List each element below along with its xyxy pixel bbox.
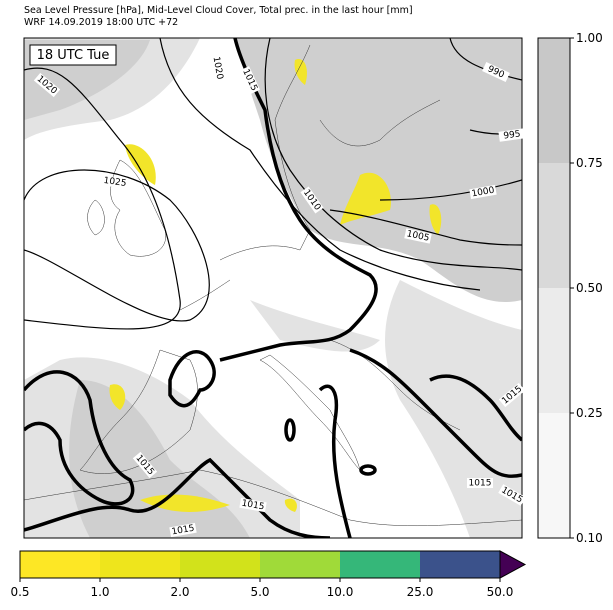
contour-label-bg (498, 128, 526, 142)
precip-area (340, 172, 391, 225)
time-label: 18 UTC Tue (37, 48, 110, 63)
colorbar-segment (100, 551, 180, 578)
colorbar-segment (20, 551, 100, 578)
isobar-1015 (168, 350, 216, 408)
colorbar-extend (499, 550, 527, 579)
title-line: Sea Level Pressure [hPa], Mid-Level Clou… (24, 5, 413, 16)
contour-label: 1015 (469, 479, 492, 489)
contour-label-bg (404, 228, 432, 244)
colorbar-tick-label: 2.0 (170, 585, 189, 599)
colorbar-segment (260, 551, 340, 578)
map-frame (23, 37, 523, 539)
precip-area (140, 494, 230, 512)
precip-area (109, 384, 126, 410)
contour-label-bg (300, 186, 324, 214)
colorbar-tick-label: 10.0 (327, 585, 354, 599)
colorbar-segment (180, 551, 260, 578)
precip-area (429, 204, 442, 235)
contour-label-bg (33, 72, 61, 98)
isobar-1015 (359, 464, 377, 476)
contour-label-bg (169, 522, 197, 538)
cloud-area (250, 300, 380, 352)
colorbar-segment (538, 413, 570, 538)
isobar (329, 209, 522, 246)
contour-label-bg (101, 175, 129, 189)
colorbar-tick-label: 0.50 (576, 281, 603, 295)
isobar-1015 (284, 418, 296, 442)
time-label-box (29, 44, 117, 66)
map: 18 UTC Tue (23, 37, 523, 539)
colorbar-segment (538, 38, 570, 163)
isobar-1015 (429, 374, 522, 442)
contour-label-bg (498, 382, 526, 408)
colorbar-tick-label: 0.5 (10, 585, 29, 599)
colorbar-tick-label: 0.10 (576, 531, 603, 545)
colorbar-tick-label: 50.0 (487, 585, 514, 599)
isobar (24, 67, 181, 330)
contour-label-bg (482, 61, 510, 83)
precip-area (125, 144, 156, 185)
cloud-area (235, 38, 522, 302)
isobar (379, 179, 522, 201)
isobar (449, 38, 522, 81)
colorbar-tick-label: 0.25 (576, 406, 603, 420)
isobar-1015 (24, 457, 331, 538)
colorbar-segment (340, 551, 420, 578)
isobar-1015 (219, 38, 378, 362)
colorbar-tick-label: 5.0 (250, 585, 269, 599)
colorbar-tick-label: 1.0 (90, 585, 109, 599)
contour-label-bg (132, 451, 158, 479)
map-layers (24, 38, 522, 538)
colorbar-segment (538, 163, 570, 288)
contour-label: 1025 (103, 176, 127, 189)
isobar (24, 169, 210, 322)
contour-label-bg (498, 484, 526, 506)
contour-label-bg (467, 478, 493, 488)
isobar (264, 38, 522, 271)
colorbar-tick-label: 25.0 (407, 585, 434, 599)
contour-label: 1020 (211, 56, 225, 81)
coastline (24, 469, 522, 527)
precip-area (294, 59, 307, 85)
precip-area (284, 498, 297, 512)
contour-label-bg (469, 184, 497, 200)
cloud-area (385, 280, 522, 538)
contour-label: 995 (503, 129, 521, 141)
isobar-1015 (318, 384, 352, 538)
contour-label: 1015 (241, 499, 265, 513)
isobar-1015 (349, 348, 522, 478)
contour-label: 1000 (471, 186, 496, 200)
colorbar-tick-label: 0.75 (576, 156, 603, 170)
colorbar-segment (538, 288, 570, 413)
isobar-1015 (24, 370, 135, 506)
colorbar-segment (420, 551, 500, 578)
contour-label: 1015 (171, 524, 195, 538)
subtitle-line: WRF 14.09.2019 18:00 UTC +72 (24, 17, 178, 28)
coastline (87, 159, 167, 257)
contour-label-bg (210, 54, 226, 82)
contour-label-bg (239, 497, 267, 513)
contour-label-bg (239, 66, 261, 94)
contour-label: 1005 (406, 229, 430, 244)
colorbar-tick-label: 1.00 (576, 31, 603, 45)
coastline (79, 44, 441, 474)
